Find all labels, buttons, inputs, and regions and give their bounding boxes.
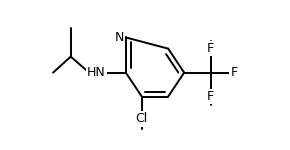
Text: HN: HN [87,66,106,79]
Text: N: N [115,31,124,44]
Text: Cl: Cl [136,112,148,125]
Text: F: F [207,42,214,55]
Text: F: F [207,90,214,103]
Text: F: F [231,66,238,79]
